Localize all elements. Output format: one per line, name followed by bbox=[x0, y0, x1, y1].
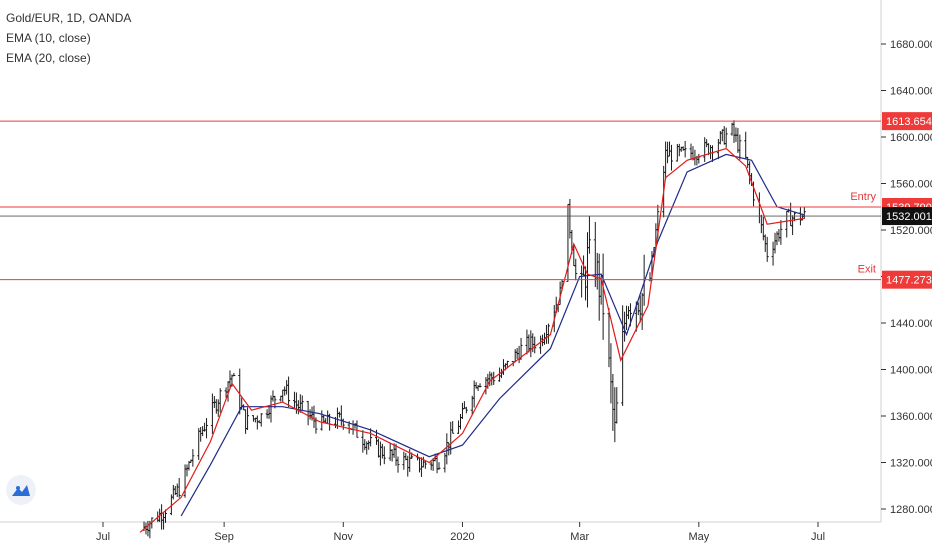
y-tick-label: 1320.000 bbox=[890, 458, 932, 470]
chart-legend: Gold/EUR, 1D, OANDA EMA (10, close) EMA … bbox=[6, 8, 131, 68]
y-tick-label: 1280.000 bbox=[890, 504, 932, 516]
x-tick-label: Sep bbox=[214, 531, 234, 543]
y-tick-label: 1360.000 bbox=[890, 411, 932, 423]
ema20-line bbox=[180, 153, 805, 517]
hline-price-tag bbox=[882, 270, 932, 289]
y-tick-label: 1400.000 bbox=[890, 365, 932, 377]
ema10-line bbox=[139, 147, 805, 533]
y-tick-label: 1640.000 bbox=[890, 86, 932, 98]
hline-price-tag bbox=[882, 112, 932, 131]
hline-price-label: 1613.654 bbox=[886, 116, 932, 128]
x-tick-label: Nov bbox=[334, 531, 354, 543]
y-tick-label: 1440.000 bbox=[890, 318, 932, 330]
hline-text-label: Entry bbox=[850, 191, 876, 203]
x-tick-label: 2020 bbox=[450, 531, 474, 543]
hline-text-label: Exit bbox=[858, 264, 876, 276]
x-tick-label: Mar bbox=[570, 531, 589, 543]
y-tick-label: 1520.000 bbox=[890, 225, 932, 237]
legend-symbol: Gold/EUR, 1D, OANDA bbox=[6, 11, 132, 25]
x-tick-label: Jul bbox=[96, 531, 110, 543]
y-tick-label: 1560.000 bbox=[890, 179, 932, 191]
current-price-tag bbox=[882, 207, 932, 226]
x-tick-label: May bbox=[688, 531, 709, 543]
logo-glyph bbox=[12, 485, 30, 496]
y-tick-label: 1680.000 bbox=[890, 39, 932, 51]
current-price-label: 1532.001 bbox=[886, 211, 932, 223]
hline-price-label: 1477.273 bbox=[886, 275, 932, 287]
legend-ema20: EMA (20, close) bbox=[6, 51, 91, 65]
legend-ema10: EMA (10, close) bbox=[6, 31, 91, 45]
tradingview-cloud-icon[interactable] bbox=[6, 475, 36, 505]
y-tick-label: 1600.000 bbox=[890, 132, 932, 144]
x-tick-label: Jul bbox=[811, 531, 825, 543]
